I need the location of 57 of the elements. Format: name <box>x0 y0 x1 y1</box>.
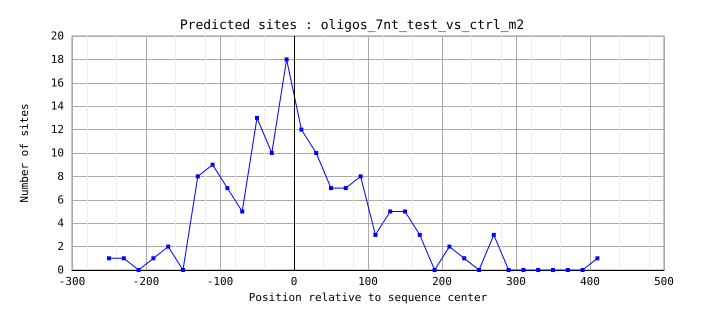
point <box>240 210 244 214</box>
point <box>418 232 422 237</box>
x-tick-label: 400 <box>580 275 600 288</box>
y-axis-title: Number of sites <box>18 103 31 203</box>
point <box>388 210 392 214</box>
y-tick-label: 12 <box>50 123 64 136</box>
x-tick-label: 0 <box>290 275 298 288</box>
point <box>314 151 318 155</box>
point <box>210 162 215 167</box>
point <box>595 256 600 260</box>
y-tick-label: 2 <box>57 240 64 254</box>
point <box>151 256 156 260</box>
y-tick-label: 0 <box>57 264 64 276</box>
y-tick-label: 18 <box>50 52 64 66</box>
point <box>492 232 496 237</box>
point <box>166 244 170 249</box>
point <box>536 268 540 272</box>
y-tick-label: 16 <box>50 76 64 90</box>
point <box>432 268 437 272</box>
x-tick-label: -200 <box>132 275 160 288</box>
y-tick-label: 10 <box>50 146 64 160</box>
point <box>299 128 304 132</box>
point <box>329 186 333 190</box>
point <box>107 256 111 260</box>
point <box>506 268 511 272</box>
point <box>255 116 259 120</box>
point <box>284 57 289 62</box>
y-tick-label: 8 <box>57 170 64 183</box>
point <box>551 268 555 272</box>
point <box>196 174 200 178</box>
y-tick-label: 4 <box>57 216 64 230</box>
point <box>181 268 185 272</box>
point <box>521 268 526 272</box>
point <box>225 186 230 190</box>
point <box>270 151 274 155</box>
point <box>566 268 570 272</box>
point <box>358 174 363 178</box>
x-tick-label: 100 <box>358 275 378 288</box>
point <box>344 186 348 190</box>
point <box>122 256 126 260</box>
point <box>580 268 585 272</box>
y-tick-label: 14 <box>50 100 64 113</box>
point <box>403 210 407 214</box>
y-tick-label: 20 <box>50 30 64 42</box>
x-tick-label: -100 <box>206 275 234 288</box>
point <box>373 232 378 237</box>
x-tick-label: 300 <box>506 275 526 288</box>
x-axis-title: Position relative to sequence center <box>248 290 488 304</box>
chart-title: Predicted sites : oligos_7nt_test_vs_ctrl_m2 <box>180 18 524 33</box>
point <box>462 256 466 260</box>
point <box>136 268 141 272</box>
x-tick-label: 500 <box>654 275 674 288</box>
y-tick-label: 6 <box>57 193 64 206</box>
x-tick-label: -300 <box>58 275 86 288</box>
point <box>477 268 481 272</box>
point <box>447 244 452 249</box>
x-tick-label: 200 <box>432 275 452 288</box>
